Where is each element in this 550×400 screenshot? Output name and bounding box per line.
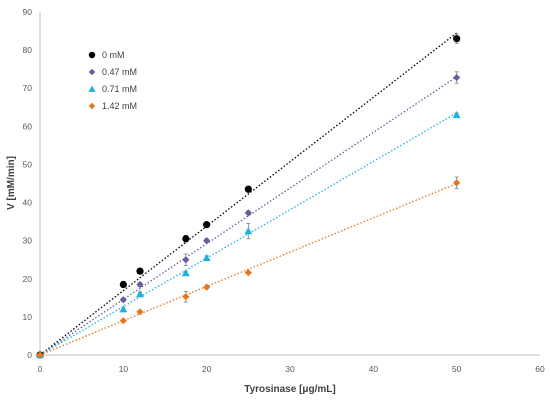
point-2-5 (244, 227, 253, 235)
point-1-2 (136, 280, 144, 289)
point-0-4 (203, 221, 211, 229)
y-tick-label-2: 20 (23, 274, 33, 284)
point-2-3 (181, 269, 190, 277)
point-3-1 (119, 317, 127, 325)
y-tick-label-0: 0 (27, 350, 32, 360)
axes (39, 12, 540, 356)
y-tick-label-3: 30 (23, 236, 33, 246)
point-0-5 (244, 185, 252, 193)
y-tick-label-6: 60 (23, 121, 33, 131)
x-tick-label-2: 20 (202, 364, 212, 374)
legend-label-1: 0.47 mM (102, 67, 137, 77)
y-tick-labels: 0 10 20 30 40 50 60 70 80 90 (23, 7, 33, 360)
point-0-2 (136, 267, 144, 275)
point-0-1 (119, 280, 127, 289)
y-tick-label-7: 70 (23, 83, 33, 93)
trendline-0 (39, 32, 458, 356)
point-1-5 (244, 209, 252, 217)
error-bars (121, 33, 459, 323)
legend: 0 mM 0.47 mM 0.71 mM 1.42 mM (88, 50, 137, 111)
trendlines (39, 32, 458, 356)
point-3-5 (244, 269, 252, 277)
data-points (36, 35, 461, 359)
point-0-3 (182, 235, 190, 243)
x-tick-label-1: 10 (119, 364, 129, 374)
legend-marker-2 (88, 85, 96, 92)
point-1-4 (203, 237, 211, 245)
x-tick-label-0: 0 (38, 364, 43, 374)
point-3-4 (203, 283, 211, 291)
x-tick-label-4: 40 (369, 364, 379, 374)
point-3-2 (136, 308, 144, 316)
legend-entry-1: 0.47 mM (88, 67, 137, 77)
point-1-1 (119, 296, 127, 304)
point-1-6 (453, 73, 461, 82)
point-3-3 (182, 293, 190, 301)
y-tick-label-4: 40 (23, 198, 33, 208)
legend-entry-0: 0 mM (88, 50, 125, 60)
x-axis-title: Tyrosinase [μg/mL] (244, 384, 336, 395)
point-2-2 (136, 290, 144, 298)
point-1-3 (182, 256, 190, 264)
legend-marker-0 (88, 51, 96, 59)
x-tick-labels: 0 10 20 30 40 50 60 (38, 364, 545, 374)
legend-entry-3: 1.42 mM (88, 101, 137, 111)
point-3-6 (453, 179, 461, 187)
legend-marker-3 (88, 102, 96, 110)
point-2-6 (452, 110, 461, 119)
x-tick-label-5: 50 (452, 364, 462, 374)
point-2-4 (202, 253, 211, 261)
trendline-1 (39, 76, 458, 356)
y-tick-label-1: 10 (23, 312, 33, 322)
y-tick-label-5: 50 (23, 159, 33, 169)
x-tick-label-6: 60 (535, 364, 545, 374)
y-tick-label-8: 80 (23, 45, 33, 55)
legend-label-0: 0 mM (102, 50, 125, 60)
x-tick-label-3: 30 (285, 364, 295, 374)
point-3-0 (36, 351, 44, 359)
y-tick-label-9: 90 (23, 7, 33, 17)
y-axis-title: V [mM/min] (6, 156, 17, 210)
point-2-1 (119, 305, 128, 313)
legend-marker-1 (88, 68, 96, 76)
legend-label-3: 1.42 mM (102, 101, 137, 111)
legend-entry-2: 0.71 mM (88, 84, 137, 94)
point-0-6 (453, 35, 461, 43)
legend-label-2: 0.71 mM (102, 84, 137, 94)
